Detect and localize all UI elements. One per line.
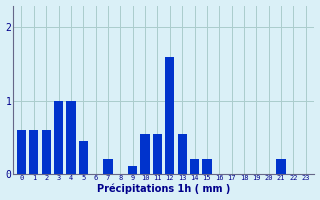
Bar — [276, 159, 286, 174]
Bar — [153, 134, 162, 174]
Bar — [178, 134, 187, 174]
Bar — [165, 57, 174, 174]
X-axis label: Précipitations 1h ( mm ): Précipitations 1h ( mm ) — [97, 184, 230, 194]
Bar — [29, 130, 38, 174]
Bar — [42, 130, 51, 174]
Bar — [190, 159, 199, 174]
Bar — [140, 134, 150, 174]
Bar — [128, 166, 137, 174]
Bar — [17, 130, 26, 174]
Bar — [66, 101, 76, 174]
Bar — [79, 141, 88, 174]
Bar — [54, 101, 63, 174]
Bar — [202, 159, 212, 174]
Bar — [103, 159, 113, 174]
